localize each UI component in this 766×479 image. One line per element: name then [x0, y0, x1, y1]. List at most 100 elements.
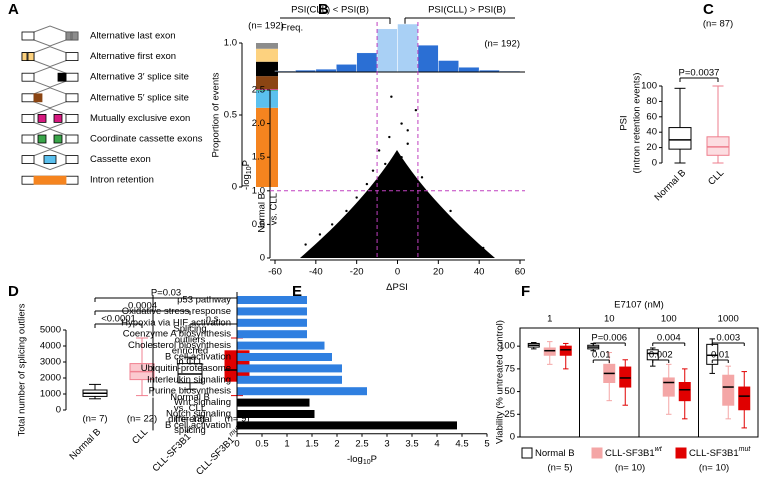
- y-tick-label: 0.5: [224, 110, 237, 121]
- x-tick-label: -40: [309, 267, 323, 278]
- point: [443, 229, 446, 233]
- bar-segment: [256, 48, 278, 62]
- panel-label: C: [703, 1, 714, 18]
- y-tick-label: B cell activation: [165, 420, 231, 431]
- point: [392, 243, 395, 246]
- point: [379, 223, 383, 226]
- annotation: 0.004: [657, 333, 681, 344]
- intron: [33, 107, 67, 115]
- box: [177, 363, 203, 384]
- exon: [71, 31, 79, 41]
- y-tick-label: 0: [260, 253, 265, 264]
- legend-label: CLL-SF3B1mut: [689, 446, 751, 458]
- group-label: 10: [604, 314, 615, 325]
- point: [449, 209, 452, 213]
- y-axis-title: Total number of splicing outliers: [17, 303, 28, 436]
- point: [467, 243, 471, 246]
- legend-label: Intron retention: [90, 175, 154, 186]
- y-tick-label: 1.5: [252, 152, 265, 163]
- point: [345, 209, 348, 213]
- exon: [65, 93, 79, 103]
- group-label: differential: [168, 414, 212, 425]
- exon: [65, 52, 79, 61]
- exon: [21, 155, 35, 165]
- y-tick-label: 25: [504, 409, 515, 420]
- bar: [237, 353, 332, 361]
- box: [559, 345, 572, 356]
- y-tick-label: 75: [504, 363, 515, 374]
- exon: [65, 114, 79, 123]
- n-label: (n= 22): [127, 414, 157, 425]
- legend-label: CLL-SF3B1wt: [605, 446, 663, 458]
- x-tick-label: vs. CLL: [269, 193, 280, 225]
- intron: [33, 25, 67, 33]
- legend-label-part: Normal B: [535, 448, 575, 459]
- point: [384, 236, 387, 240]
- point: [367, 229, 371, 233]
- bar: [237, 330, 307, 339]
- y-tick-label: Notch signaling: [166, 409, 231, 420]
- point: [437, 216, 440, 219]
- point: [382, 176, 385, 179]
- n-label: (n= 13): [175, 414, 205, 425]
- point: [373, 203, 377, 206]
- legend-label-part: wt: [655, 446, 663, 453]
- x-tick-label-part: CLL-SF3B1: [150, 431, 193, 474]
- x-tick-label-part: wt: [184, 425, 195, 436]
- x-tick-label-part: Normal B: [67, 426, 103, 462]
- y-axis-title-part: 10: [246, 166, 253, 174]
- y-axis-title: -log10P: [241, 160, 254, 190]
- point: [330, 223, 334, 226]
- x-tick-label: Normal B: [257, 193, 268, 233]
- exon: [21, 114, 35, 123]
- y-tick-label: 20: [646, 142, 657, 153]
- x-tick-label: 5: [484, 438, 489, 449]
- legend-label: Alternative last exon: [90, 31, 176, 42]
- y-tick-label: 2000: [40, 373, 61, 384]
- bar: [237, 421, 457, 430]
- x-axis-title-part: ΔPSI: [386, 282, 408, 293]
- x-tick-label: 4: [434, 438, 439, 449]
- x-tick-label: -20: [350, 267, 364, 278]
- exon: [65, 31, 72, 41]
- legend-n: (n= 10): [615, 463, 645, 474]
- x-tick-label: 20: [433, 267, 444, 278]
- point: [412, 216, 416, 219]
- group-label: 1000: [718, 314, 739, 325]
- intron: [33, 101, 67, 109]
- point: [355, 196, 358, 199]
- x-tick-label: 2.5: [355, 438, 368, 449]
- bar: [237, 341, 325, 350]
- bar: [237, 410, 315, 418]
- x-tick-label: 3.5: [405, 438, 418, 449]
- panel-label: B: [318, 1, 329, 18]
- y-tick-label: Oxidative stress response: [122, 306, 231, 317]
- note: (n= 87): [703, 19, 733, 30]
- point: [384, 162, 387, 166]
- bar-segment: [256, 107, 278, 187]
- bar-segment: [256, 90, 278, 108]
- legend-label: Coordinate cassette exons: [90, 134, 203, 145]
- annotation: P=0.03: [151, 288, 181, 299]
- hist-bar: [438, 60, 460, 73]
- exon: [37, 114, 47, 123]
- header: PSI(CLL) < PSI(B): [291, 5, 369, 16]
- point: [400, 122, 403, 125]
- exon: [33, 175, 67, 185]
- y-tick-label: 5000: [40, 325, 61, 336]
- legend-swatch: [521, 447, 533, 459]
- legend-label: Cassette exon: [90, 154, 151, 165]
- legend-label: Normal B: [535, 448, 575, 459]
- y-tick-label: 80: [646, 96, 657, 107]
- y-tick-label: 0: [232, 182, 237, 193]
- note: (n= 192): [484, 39, 520, 50]
- group-label: in CLL: [176, 357, 203, 368]
- y-tick-label: Coenzyme A biosynthesis: [123, 329, 232, 340]
- point: [402, 209, 405, 213]
- exon: [43, 155, 57, 165]
- chart-title: E7107 (nM): [614, 300, 664, 311]
- annotation: 0.003: [716, 333, 740, 344]
- exon: [65, 72, 79, 82]
- x-tick-label: 3: [384, 438, 389, 449]
- exon: [37, 134, 47, 144]
